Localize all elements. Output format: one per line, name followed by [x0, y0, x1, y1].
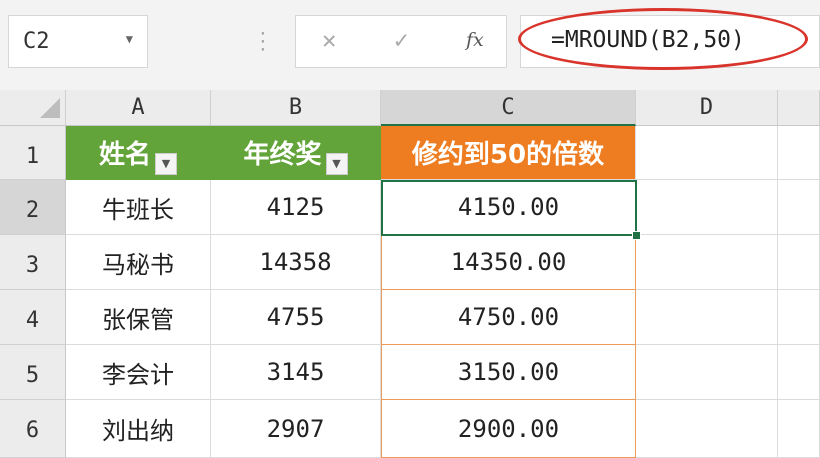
drag-handle-icon[interactable]: · · ·: [258, 24, 268, 59]
cell-bonus[interactable]: 2907: [211, 400, 381, 458]
chevron-down-icon[interactable]: ▼: [125, 32, 133, 46]
formula-toolbar: C2 ▼ · · · ✕ ✓ fx =MROUND(B2,50): [0, 0, 820, 90]
empty-cell[interactable]: [636, 345, 778, 400]
function-icon[interactable]: fx: [466, 29, 484, 51]
column-header-a[interactable]: A: [66, 90, 211, 126]
cell-rounded[interactable]: 14350.00: [381, 235, 636, 290]
highlight-oval: [518, 8, 808, 70]
empty-cell[interactable]: [636, 400, 778, 458]
empty-cell[interactable]: [636, 290, 778, 345]
formula-buttons: ✕ ✓ fx: [295, 15, 507, 68]
row-header-6[interactable]: 6: [0, 400, 66, 458]
header-name-label: 姓名: [98, 140, 151, 170]
cell-bonus[interactable]: 14358: [211, 235, 381, 290]
confirm-icon[interactable]: ✓: [394, 26, 409, 54]
column-header-b[interactable]: B: [211, 90, 381, 126]
header-cell-rounded[interactable]: 修约到50的倍数: [381, 126, 636, 180]
empty-cell[interactable]: [778, 400, 820, 458]
empty-cell[interactable]: [636, 235, 778, 290]
empty-cell[interactable]: [778, 235, 820, 290]
row-header-4[interactable]: 4: [0, 290, 66, 345]
empty-cell[interactable]: [636, 180, 778, 235]
empty-cell[interactable]: [778, 290, 820, 345]
active-cell-selection: [381, 180, 637, 236]
cell-rounded[interactable]: 2900.00: [381, 400, 636, 458]
column-header-e[interactable]: [778, 90, 820, 126]
name-box-value: C2: [23, 29, 50, 54]
name-box[interactable]: C2 ▼: [8, 15, 148, 68]
cell-d1[interactable]: [636, 126, 778, 180]
header-cell-name[interactable]: 姓名 ▼: [66, 126, 211, 180]
cancel-icon[interactable]: ✕: [322, 26, 337, 54]
column-header-c[interactable]: C: [381, 90, 636, 126]
header-bonus-label: 年终奖: [243, 140, 322, 170]
cell-bonus[interactable]: 3145: [211, 345, 381, 400]
cell-rounded[interactable]: 4750.00: [381, 290, 636, 345]
column-header-d[interactable]: D: [636, 90, 778, 126]
cell-name[interactable]: 李会计: [66, 345, 211, 400]
cell-bonus[interactable]: 4125: [211, 180, 381, 235]
row-header-5[interactable]: 5: [0, 345, 66, 400]
cell-e1[interactable]: [778, 126, 820, 180]
cell-name[interactable]: 张保管: [66, 290, 211, 345]
row-header-2[interactable]: 2: [0, 180, 66, 235]
row-header-1[interactable]: 1: [0, 126, 66, 180]
cell-name[interactable]: 牛班长: [66, 180, 211, 235]
cell-bonus[interactable]: 4755: [211, 290, 381, 345]
cell-name[interactable]: 马秘书: [66, 235, 211, 290]
fill-handle[interactable]: [632, 231, 641, 240]
row-header-3[interactable]: 3: [0, 235, 66, 290]
cell-name[interactable]: 刘出纳: [66, 400, 211, 458]
cell-rounded[interactable]: 3150.00: [381, 345, 636, 400]
empty-cell[interactable]: [778, 180, 820, 235]
empty-cell[interactable]: [778, 345, 820, 400]
select-all-triangle-icon: [40, 98, 60, 118]
filter-dropdown-icon[interactable]: ▼: [325, 153, 348, 175]
header-cell-bonus[interactable]: 年终奖 ▼: [211, 126, 381, 180]
filter-dropdown-icon[interactable]: ▼: [155, 153, 177, 175]
